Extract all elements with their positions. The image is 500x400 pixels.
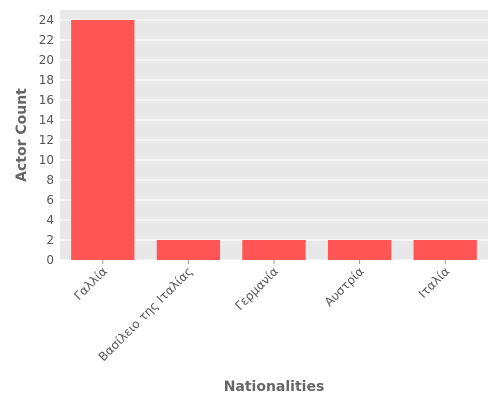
y-axis-title: Actor Count	[14, 88, 30, 182]
y-tick-label: 22	[39, 33, 54, 47]
y-tick-label: 14	[39, 113, 54, 127]
x-axis-title: Nationalities	[224, 379, 325, 395]
y-tick-label: 12	[39, 133, 54, 147]
x-tick-label: Γαλλία	[71, 264, 110, 303]
x-tick-label: Γερμανία	[232, 264, 281, 313]
y-tick-label: 0	[46, 253, 54, 267]
x-tick-label: Βασίλειο της Ιταλίας	[96, 264, 196, 364]
x-tick-label: Αυστρία	[322, 264, 367, 309]
y-tick-label: 20	[39, 53, 54, 67]
bar	[71, 20, 135, 260]
y-tick-label: 4	[46, 213, 54, 227]
y-tick-label: 10	[39, 153, 54, 167]
y-tick-label: 24	[39, 13, 54, 27]
bar	[327, 240, 392, 260]
bar	[413, 240, 477, 260]
x-tick-label: Ιταλία	[416, 264, 453, 301]
y-tick-label: 18	[39, 73, 54, 87]
y-tick-label: 16	[39, 93, 54, 107]
y-tick-label: 2	[46, 233, 54, 247]
bar	[242, 240, 306, 260]
y-tick-label: 6	[46, 193, 54, 207]
bars	[71, 20, 477, 260]
y-tick-label: 8	[46, 173, 54, 187]
bar	[156, 240, 221, 260]
